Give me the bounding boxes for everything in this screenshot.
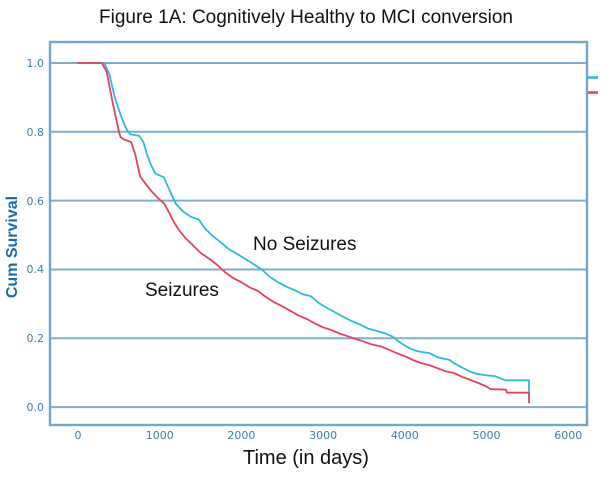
y-tick-label: 1.0 bbox=[26, 56, 45, 70]
chart-title: Figure 1A: Cognitively Healthy to MCI co… bbox=[99, 7, 513, 28]
curve-label-seizures: Seizures bbox=[145, 280, 219, 301]
survival-curve-seizures bbox=[77, 62, 530, 404]
x-tick-label: 1000 bbox=[145, 429, 174, 442]
x-tick-label: 4000 bbox=[390, 429, 419, 442]
x-tick-label: 6000 bbox=[554, 429, 583, 442]
curve-label-no-seizures: No Seizures bbox=[253, 234, 357, 255]
y-tick-label: 0.2 bbox=[26, 332, 45, 346]
x-tick-label: 3000 bbox=[309, 429, 338, 442]
y-tick-label: 0.6 bbox=[26, 194, 45, 208]
x-tick-label: 2000 bbox=[227, 429, 256, 442]
plot-frame bbox=[48, 40, 589, 427]
x-tick-label: 5000 bbox=[472, 429, 501, 442]
x-axis-title: Time (in days) bbox=[243, 447, 369, 469]
y-tick-label: 0.0 bbox=[26, 401, 45, 415]
y-axis-title: Cum Survival bbox=[4, 195, 21, 299]
y-tick-label: 0.8 bbox=[26, 125, 45, 139]
y-tick-label: 0.4 bbox=[26, 263, 45, 277]
x-tick-label: 0 bbox=[74, 429, 82, 442]
survival-curve-no-seizures bbox=[77, 62, 530, 396]
